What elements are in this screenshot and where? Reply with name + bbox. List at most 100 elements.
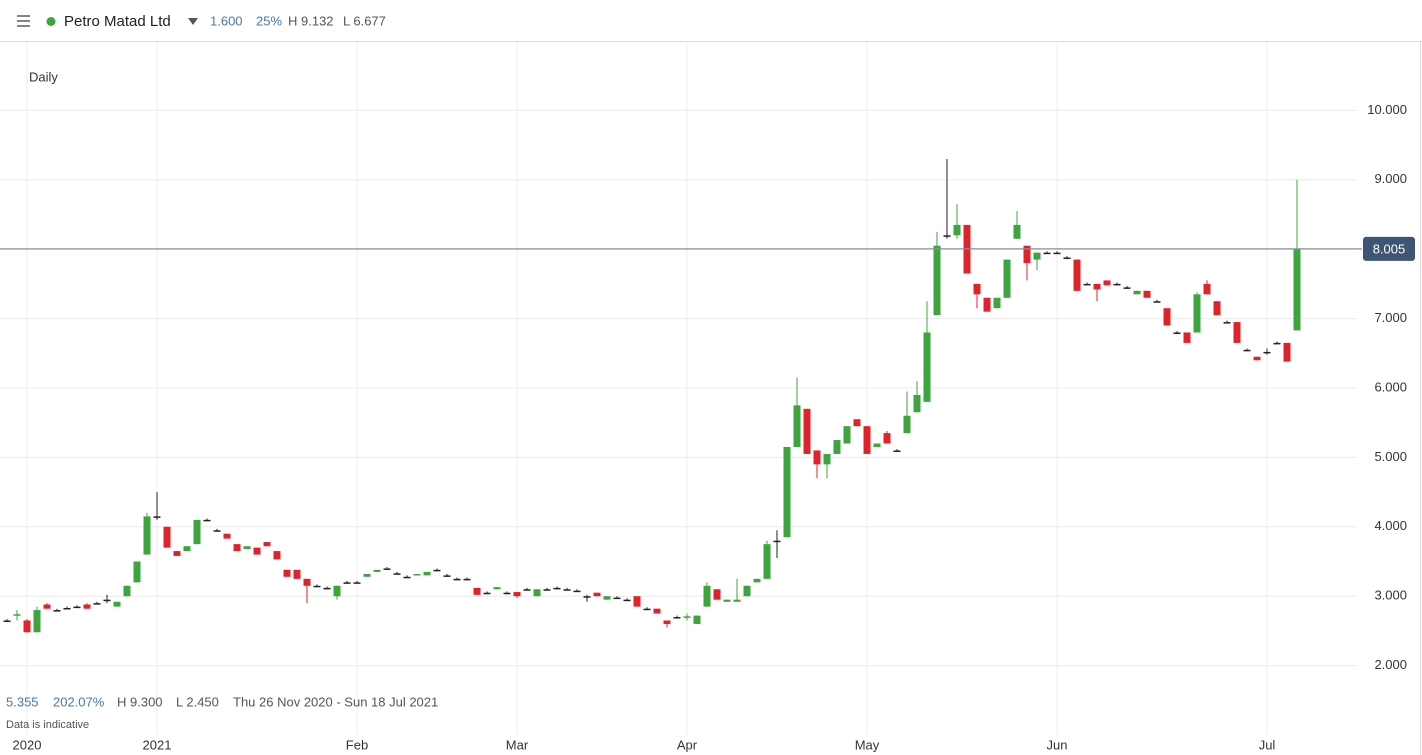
candle-body [593,592,601,597]
candle-body [953,224,961,236]
candle-body [863,426,871,454]
candle-body [1193,294,1201,333]
candle-body [193,519,201,545]
candle-body [433,569,441,572]
candle-body [223,533,231,539]
footer-low: L 2.450 [176,694,219,709]
y-tick-label: 9.000 [1374,171,1407,186]
candle-body [763,544,771,579]
candle-body [1083,283,1091,286]
y-tick-label: 6.000 [1374,379,1407,394]
footer-range: Thu 26 Nov 2020 - Sun 18 Jul 2021 [233,694,438,709]
candle-body [913,394,921,413]
candle-body [133,561,141,583]
candle-body [1073,259,1081,291]
header-high: H 9.132 [288,13,334,28]
candle-body [303,578,311,586]
menu-icon[interactable] [17,15,30,27]
x-tick-label: May [855,737,880,752]
candle-body [1153,301,1161,303]
candle-body [1093,283,1101,290]
candle-body [453,578,461,581]
x-tick-label: Feb [346,737,368,752]
footer-note: Data is indicative [6,719,89,731]
candle-body [583,596,591,598]
candle-body [1233,322,1241,343]
candle-body [63,607,71,610]
candle-body [543,589,551,591]
candle-body [633,596,641,607]
candle-body [783,446,791,538]
candle-body [1063,257,1071,260]
candle-body [1133,290,1141,295]
candle-body [383,568,391,570]
candle-body [1143,290,1151,298]
candle-body [703,585,711,607]
candle-body [213,530,221,532]
candle-body [233,544,241,552]
candle-body [693,615,701,624]
candle-body [753,578,761,583]
candle-body [203,519,211,522]
candle-body [153,516,161,518]
candle-body [1213,301,1221,316]
last-price-label: 8.005 [1373,241,1406,256]
candle-body [1203,283,1211,295]
footer-high: H 9.300 [117,694,163,709]
candle-body [853,419,861,427]
candle-body [333,585,341,597]
header-change-pct: 25% [256,13,282,28]
candle-body [673,617,681,619]
footer-change-pct: 202.07% [53,694,105,709]
candle-body [463,578,471,581]
candle-body [73,606,81,609]
candle-body [403,576,411,579]
candle-body [473,587,481,595]
candle-body [823,453,831,465]
candle-body [1013,224,1021,239]
candle-body [443,575,451,577]
candle-body [1053,252,1061,255]
dropdown-arrow[interactable] [188,18,198,25]
footer-change: 5.355 [6,694,39,709]
x-tick-label: Apr [677,737,698,752]
status-dot [46,17,56,26]
header-bar: Petro Matad Ltd 1.600 25% H 9.132 L 6.67… [0,13,1422,42]
y-tick-label: 7.000 [1374,310,1407,325]
candle-body [1113,283,1121,286]
x-tick-label: Jun [1047,737,1068,752]
y-tick-label: 4.000 [1374,518,1407,533]
last-price-box [1363,236,1415,261]
y-tick-label: 5.000 [1374,449,1407,464]
candle-body [1183,332,1191,343]
candle-body [113,601,121,607]
candle-body [803,408,811,454]
candle-body [363,573,371,577]
candle-body [343,582,351,584]
instrument-name[interactable]: Petro Matad Ltd [64,13,171,30]
candle-body [1003,259,1011,298]
candle-body [983,297,991,312]
candle-body [493,587,501,590]
candle-body [243,546,251,550]
candle-body [53,610,61,612]
candle-body [123,585,131,597]
candle-body [973,283,981,295]
candle-body [813,450,821,465]
candle-body [943,235,951,237]
candle-body [883,433,891,444]
candle-body [423,571,431,576]
candle-body [933,245,941,316]
candle-body [293,569,301,579]
candle-body [723,599,731,602]
candle-body [523,589,531,591]
candle-body [1223,322,1231,324]
candle-body [683,616,691,618]
candle-body [573,590,581,593]
candle-body [283,569,291,577]
candle-body [3,620,11,622]
candle-body [93,603,101,605]
candle-body [903,415,911,434]
candle-body [1043,252,1051,255]
candle-body [1163,308,1171,326]
